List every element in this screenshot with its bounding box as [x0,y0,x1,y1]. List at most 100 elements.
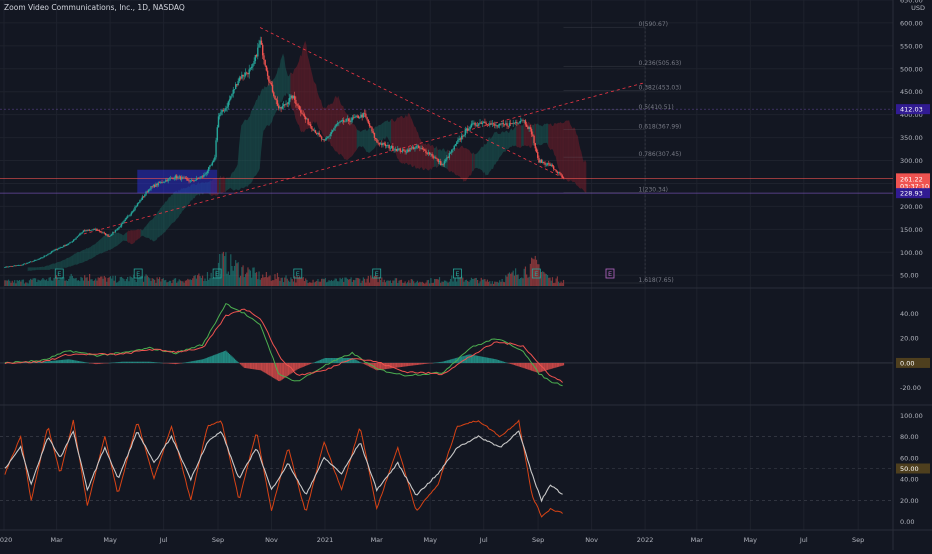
macd-histogram-bar [519,363,520,367]
macd-histogram-bar [244,363,245,368]
volume-bar [304,281,305,286]
cloud-segment [164,202,165,233]
macd-histogram-bar [510,363,511,364]
cloud-segment [547,123,548,146]
candle-body [559,172,560,173]
volume-bar [503,282,504,286]
cloud-segment [541,125,542,145]
candle-body [539,160,540,163]
candle-body [479,123,480,124]
candle-body [5,267,6,268]
macd-histogram-bar [530,363,531,370]
candle-body [474,123,475,126]
candle-body [148,189,149,192]
volume-bar [390,280,391,286]
volume-bar [105,277,106,286]
candle-body [431,154,432,156]
macd-histogram-bar [450,360,451,363]
volume-bar [445,281,446,286]
volume-bar [35,278,36,286]
fib-label: 0.5(410.51) [639,104,674,111]
macd-histogram-bar [327,358,328,363]
candle-body [97,230,98,231]
candle-body [290,96,291,98]
volume-bar [125,281,126,286]
volume-bar [478,283,479,286]
cloud-segment [542,125,543,144]
macd-histogram-bar [191,361,192,363]
macd-histogram-bar [440,362,441,363]
volume-bar [472,279,473,286]
cloud-segment [484,144,485,176]
macd-histogram-bar [304,363,305,366]
candle-body [170,178,171,179]
volume-bar [385,282,386,286]
macd-histogram-bar [323,358,324,363]
candle-body [253,61,254,64]
price-tick-label: 500.00 [900,65,923,73]
macd-histogram-bar [67,359,68,363]
volume-bar [144,276,145,286]
earnings-label: E [136,270,140,278]
macd-histogram-bar [93,363,94,364]
volume-bar [342,278,343,286]
macd-histogram-bar [58,360,59,363]
candle-body [122,223,123,224]
cloud-segment [83,250,84,263]
candle-body [230,96,231,99]
candle-body [236,84,237,85]
macd-histogram-bar [449,360,450,363]
macd-histogram-bar [448,360,449,363]
volume-bar [130,276,131,286]
macd-histogram-bar [358,361,359,363]
macd-histogram-bar [250,363,251,369]
volume-bar [96,281,97,286]
macd-histogram-bar [488,358,489,363]
cloud-segment [369,128,370,153]
time-tick-label: 2020 [0,536,12,544]
cloud-segment [397,117,398,159]
volume-bar [29,280,30,286]
candle-body [164,182,165,183]
volume-bar [320,282,321,286]
candle-body [50,253,51,254]
candle-body [228,101,229,106]
macd-histogram-bar [355,360,356,363]
candle-body [221,110,222,112]
candle-body [358,116,359,118]
cloud-segment [265,86,266,129]
volume-bar [93,281,94,286]
volume-bar [127,277,128,286]
candle-body [79,234,80,235]
candle-body [266,66,267,71]
macd-histogram-bar [188,362,189,363]
macd-histogram-bar [238,362,239,363]
volume-bar [260,280,261,286]
macd-histogram-bar [319,360,320,363]
macd-histogram-bar [494,359,495,363]
candle-body [446,157,447,159]
cloud-segment [132,230,133,244]
volume-bar [310,282,311,286]
candle-body [295,100,296,104]
cloud-segment [55,263,56,269]
candle-body [127,216,128,217]
cloud-segment [66,258,67,268]
volume-bar [8,280,9,286]
macd-histogram-bar [74,360,75,363]
volume-bar [230,254,231,286]
cloud-segment [103,236,104,253]
candle-body [155,184,156,187]
candle-body [363,113,364,117]
candle-body [484,122,485,124]
macd-histogram-bar [443,362,444,363]
candle-body [28,263,29,264]
candle-body [18,265,19,266]
candle-body [348,119,349,121]
macd-histogram-bar [295,363,296,370]
volume-bar [274,274,275,286]
volume-bar [339,278,340,286]
volume-bar [502,279,503,286]
candle-body [512,123,513,124]
